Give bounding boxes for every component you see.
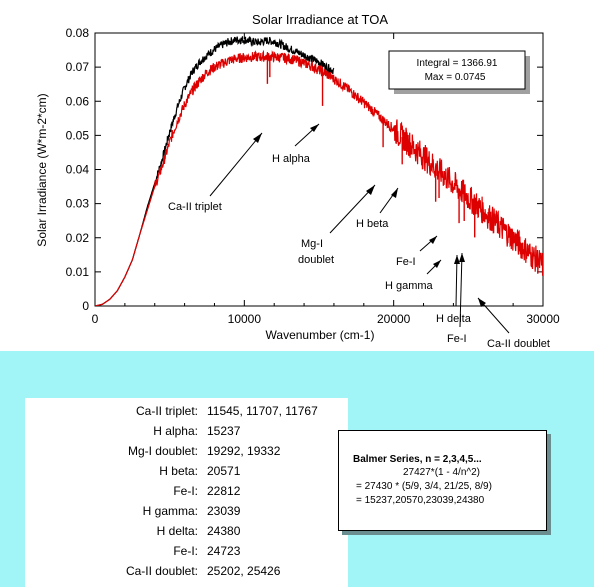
y-tick-label: 0 — [82, 299, 89, 313]
line-name: H alpha: — [153, 424, 198, 438]
line-value: 20571 — [207, 464, 241, 478]
balmer-expansion: = 27430 * (5/9, 3/4, 21/25, 8/9) — [356, 481, 492, 492]
label-h-gamma: H gamma — [385, 280, 434, 292]
x-tick-label: 0 — [92, 312, 99, 326]
line-name: H beta: — [159, 464, 198, 478]
y-tick-label: 0.02 — [66, 231, 90, 245]
label-h-delta: H delta — [436, 313, 472, 325]
table-row: H beta: 20571 — [25, 462, 348, 480]
balmer-formula: 27427*(1 - 4/n^2) — [403, 467, 480, 478]
arrow-mg-i — [329, 184, 376, 234]
y-tick-label: 0.03 — [66, 197, 90, 211]
line-value: 24723 — [207, 544, 241, 558]
series-layer — [95, 35, 543, 306]
balmer-series-box: Balmer Series, n = 2,3,4,5... 27427*(1 -… — [338, 430, 547, 531]
y-axis: 0 0.01 0.02 0.03 0.04 0.05 0.06 0.07 0.08 — [66, 26, 543, 313]
line-name: H gamma: — [142, 504, 198, 518]
x-axis: 0 10000 20000 30000 — [92, 33, 560, 326]
integral-text: Integral = 1366.91 — [417, 58, 498, 69]
line-name: Mg-I doublet: — [127, 444, 198, 458]
x-tick-label: 30000 — [526, 312, 560, 326]
line-value: 25202, 25426 — [207, 564, 281, 578]
table-row: Fe-I: 24723 — [25, 542, 348, 560]
label-ca-ii-doublet: Ca-II doublet — [487, 338, 550, 350]
arrow-fe-i-2 — [459, 252, 463, 328]
balmer-heading: Balmer Series, n = 2,3,4,5... — [353, 454, 482, 465]
y-tick-label: 0.01 — [66, 265, 90, 279]
series-line-red — [95, 49, 543, 306]
irradiance-chart: Solar Irradiance at TOA 0 0.01 0.02 0.03 0.0… — [35, 12, 560, 350]
arrow-ca-ii-triplet — [209, 132, 263, 197]
label-ca-ii-triplet: Ca-II triplet — [168, 201, 222, 213]
label-h-alpha: H alpha — [272, 153, 311, 165]
chart-panel: Solar Irradiance at TOA 0 0.01 0.02 0.03 0.0… — [35, 12, 561, 350]
spectral-lines-table: Ca-II triplet: 11545, 11707, 11767 H alp… — [25, 398, 348, 588]
table-row: Mg-I doublet: 19292, 19332 — [25, 442, 348, 460]
line-name: Fe-I: — [173, 484, 198, 498]
line-name: Ca-II triplet: — [135, 404, 198, 418]
y-axis-label: Solar Irradiance (W*m-2*cm) — [35, 93, 49, 246]
line-value: 15237 — [207, 424, 241, 438]
x-tick-label: 10000 — [228, 312, 262, 326]
chart-title: Solar Irradiance at TOA — [252, 12, 388, 27]
line-value: 24380 — [207, 524, 241, 538]
x-axis-label: Wavenumber (cm-1) — [266, 328, 375, 342]
line-value: 19292, 19332 — [207, 444, 281, 458]
line-name: Ca-II doublet: — [125, 564, 198, 578]
line-value: 22812 — [207, 484, 241, 498]
arrowheads — [253, 124, 486, 307]
x-tick-label: 20000 — [377, 312, 411, 326]
balmer-result: = 15237,20570,23039,24380 — [356, 495, 485, 506]
y-tick-label: 0.04 — [66, 163, 90, 177]
table-row: H delta: 24380 — [25, 522, 348, 540]
table-row: Fe-I: 22812 — [25, 482, 348, 500]
label-mg-i: Mg-I — [301, 238, 323, 250]
info-panel: Ca-II triplet: 11545, 11707, 11767 H alp… — [0, 351, 594, 588]
line-value: 23039 — [207, 504, 241, 518]
label-fe-i-1: Fe-I — [396, 256, 416, 268]
line-name: H delta: — [156, 524, 198, 538]
line-name: Fe-I: — [173, 544, 198, 558]
annotation-labels: Ca-II triplet H alpha H beta Mg-I double… — [168, 153, 550, 350]
table-row: H alpha: 15237 — [25, 422, 348, 440]
max-text: Max = 0.0745 — [425, 72, 486, 83]
label-mg-doublet: doublet — [298, 254, 334, 266]
info-box: Integral = 1366.91 Max = 0.0745 — [388, 50, 530, 94]
line-value: 11545, 11707, 11767 — [207, 404, 318, 418]
y-tick-label: 0.05 — [66, 128, 90, 142]
label-fe-i-2: Fe-I — [447, 333, 467, 345]
table-row: Ca-II doublet: 25202, 25426 — [25, 562, 348, 580]
label-h-beta: H beta — [356, 218, 389, 230]
y-tick-label: 0.06 — [66, 94, 90, 108]
y-tick-label: 0.07 — [66, 60, 90, 74]
y-tick-label: 0.08 — [66, 26, 90, 40]
table-row: H gamma: 23039 — [25, 502, 348, 520]
table-row: Ca-II triplet: 11545, 11707, 11767 — [25, 402, 348, 420]
